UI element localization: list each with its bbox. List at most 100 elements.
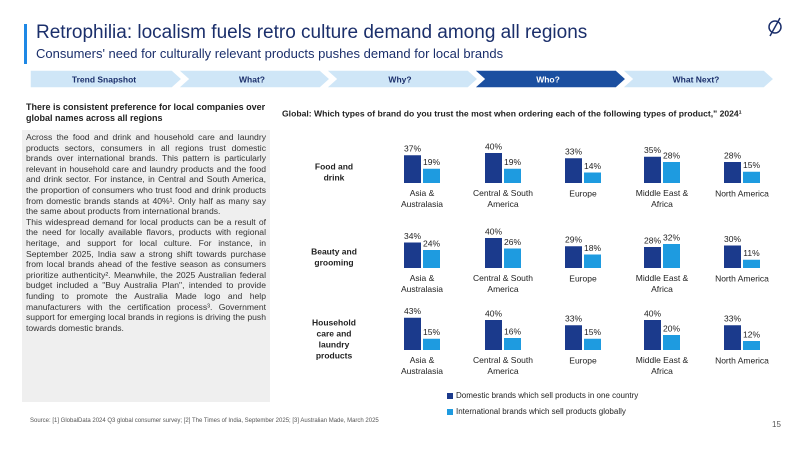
value-label: 19% (504, 157, 521, 167)
paragraph: This widespread demand for local product… (26, 216, 266, 333)
group-label: Household care and laundry products (312, 318, 356, 361)
value-label: 33% (565, 314, 582, 324)
slide-subtitle: Consumers' need for culturally relevant … (36, 46, 504, 61)
value-label: 19% (423, 157, 440, 167)
x-tick-label: Asia & Australasia (401, 355, 443, 376)
bar (504, 248, 521, 268)
value-label: 12% (743, 329, 760, 339)
value-label: 15% (743, 160, 760, 170)
nav-label: What Next? (673, 74, 720, 84)
legend-swatch (447, 409, 453, 415)
bar (565, 158, 582, 183)
bar (504, 168, 521, 183)
bar (663, 162, 680, 183)
nav-label: Why? (388, 74, 411, 84)
panel-heading: There is consistent preference for local… (26, 102, 266, 123)
bar (584, 254, 601, 268)
bar (423, 168, 440, 183)
accent-bar (24, 24, 27, 64)
value-label: 35% (644, 145, 661, 155)
value-label: 40% (485, 308, 502, 318)
chart-title: Global: Which types of brand do you trus… (282, 108, 742, 118)
bar (485, 320, 502, 350)
x-tick-label: Europe (569, 355, 597, 365)
bar (423, 250, 440, 268)
value-label: 40% (485, 141, 502, 151)
bar (743, 341, 760, 350)
bar (584, 338, 601, 350)
value-label: 15% (584, 327, 601, 337)
x-tick-label: North America (715, 355, 769, 365)
bar (584, 172, 601, 183)
bar (565, 325, 582, 350)
value-label: 30% (724, 234, 741, 244)
nav-chevron (29, 69, 184, 89)
value-label: 32% (663, 232, 680, 242)
value-label: 28% (724, 150, 741, 160)
panel-body: Across the food and drink and household … (22, 130, 270, 402)
nav-label: Who? (536, 74, 560, 84)
bar (404, 242, 421, 268)
bar (644, 320, 661, 350)
paragraph: Across the food and drink and household … (26, 132, 266, 217)
x-tick-label: Middle East & Africa (636, 355, 689, 376)
bar (743, 259, 760, 268)
value-label: 40% (644, 308, 661, 318)
bar (724, 162, 741, 183)
source-note: Source: [1] GlobalData 2024 Q3 global co… (30, 418, 379, 424)
x-tick-label: North America (715, 188, 769, 198)
x-tick-label: Asia & Australasia (401, 188, 443, 209)
bar (644, 247, 661, 268)
value-label: 28% (644, 235, 661, 245)
legend-label: Domestic brands which sell products in o… (456, 391, 638, 400)
x-tick-label: Central & South America (473, 355, 533, 376)
bar (404, 317, 421, 350)
x-tick-label: Central & South America (473, 273, 533, 294)
x-tick-label: North America (715, 273, 769, 283)
value-label: 28% (663, 150, 680, 160)
group-label: Food and drink (315, 162, 353, 183)
bar (565, 246, 582, 268)
bar (743, 171, 760, 183)
x-tick-label: Middle East & Africa (636, 273, 689, 294)
value-label: 33% (724, 314, 741, 324)
value-label: 24% (423, 238, 440, 248)
bar (663, 335, 680, 350)
value-label: 16% (504, 326, 521, 336)
legend-swatch (447, 393, 453, 399)
page-number: 15 (772, 420, 781, 429)
value-label: 33% (565, 147, 582, 157)
x-tick-label: Central & South America (473, 188, 533, 209)
x-tick-label: Europe (569, 188, 597, 198)
value-label: 29% (565, 235, 582, 245)
value-label: 11% (743, 248, 760, 258)
value-label: 37% (404, 144, 421, 154)
value-label: 20% (663, 323, 680, 333)
bar (644, 156, 661, 183)
bar (423, 338, 440, 350)
slide-title: Retrophilia: localism fuels retro cultur… (36, 22, 588, 43)
bar (663, 244, 680, 268)
legend-label: International brands which sell products… (456, 407, 626, 416)
bar (485, 153, 502, 183)
nav-chevron (620, 69, 776, 89)
nav-chevron (176, 69, 332, 89)
value-label: 40% (485, 226, 502, 236)
x-tick-label: Middle East & Africa (636, 188, 689, 209)
bar (485, 238, 502, 268)
bar (724, 245, 741, 268)
value-label: 26% (504, 237, 521, 247)
bar (404, 155, 421, 183)
value-label: 15% (423, 327, 440, 337)
bar (504, 338, 521, 350)
value-label: 34% (404, 231, 421, 241)
group-label: Beauty and grooming (311, 247, 357, 268)
x-tick-label: Asia & Australasia (401, 273, 443, 294)
nav-label: Trend Snapshot (72, 74, 136, 84)
bar (724, 325, 741, 350)
logo (769, 17, 781, 37)
nav-label: What? (239, 74, 265, 84)
value-label: 18% (584, 243, 601, 253)
